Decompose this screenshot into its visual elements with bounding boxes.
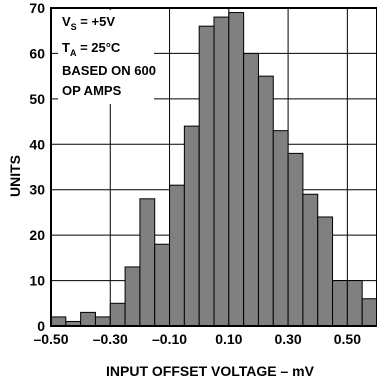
plot-frame bbox=[50, 7, 377, 327]
annotation-box: VS = +5V TA = 25°C BASED ON 600 OP AMPS bbox=[58, 10, 156, 104]
histogram-bar bbox=[287, 152, 304, 327]
histogram-bar bbox=[361, 298, 377, 327]
x-tick-label: –0.50 bbox=[33, 331, 68, 347]
histogram-bar bbox=[198, 25, 215, 327]
y-tick-labels: 0 10 20 30 40 50 60 70 bbox=[29, 0, 45, 334]
histogram-bar bbox=[80, 311, 96, 327]
x-axis-title: INPUT OFFSET VOLTAGE – mV bbox=[106, 363, 315, 379]
annotation-vs: VS = +5V bbox=[62, 14, 115, 32]
bars bbox=[50, 12, 377, 327]
annotation-background bbox=[58, 10, 154, 104]
y-tick-label: 10 bbox=[29, 273, 45, 289]
y-tick-label: 60 bbox=[29, 45, 45, 61]
histogram-bar bbox=[50, 316, 67, 327]
y-tick-label: 30 bbox=[29, 182, 45, 198]
histogram-bar bbox=[169, 184, 185, 327]
x-tick-label: –0.10 bbox=[152, 331, 187, 347]
histogram-bar bbox=[317, 216, 334, 327]
y-tick-label: 40 bbox=[29, 136, 45, 152]
annotation-ta: TA = 25°C bbox=[62, 40, 121, 58]
x-tick-label: 0.10 bbox=[215, 331, 242, 347]
y-tick-label: 70 bbox=[29, 0, 45, 16]
histogram-bar bbox=[139, 198, 156, 327]
y-tick-label: 0 bbox=[37, 318, 45, 334]
histogram-bar bbox=[272, 130, 289, 327]
histogram-bar bbox=[302, 193, 319, 327]
histogram-bar bbox=[213, 16, 230, 327]
histogram-bar bbox=[228, 12, 245, 327]
histogram-bar bbox=[346, 280, 363, 327]
histogram-bar bbox=[94, 316, 111, 327]
histogram-bar bbox=[243, 52, 259, 327]
y-axis-title: UNITS bbox=[7, 155, 23, 197]
histogram-bar bbox=[154, 243, 171, 327]
x-tick-label: –0.30 bbox=[93, 331, 128, 347]
annotation-line3: BASED ON 600 bbox=[62, 63, 156, 78]
histogram-bar bbox=[257, 75, 274, 327]
histogram-bar bbox=[332, 280, 348, 327]
x-tick-label: 0.30 bbox=[274, 331, 301, 347]
annotation-line4: OP AMPS bbox=[62, 83, 122, 98]
y-tick-label: 50 bbox=[29, 91, 45, 107]
y-tick-label: 20 bbox=[29, 227, 45, 243]
histogram-bar bbox=[124, 266, 141, 327]
x-tick-labels: –0.50 –0.30 –0.10 0.10 0.30 0.50 bbox=[33, 331, 361, 347]
x-tick-label: 0.50 bbox=[334, 331, 361, 347]
histogram-bar bbox=[183, 125, 200, 327]
histogram-bar bbox=[109, 302, 126, 327]
